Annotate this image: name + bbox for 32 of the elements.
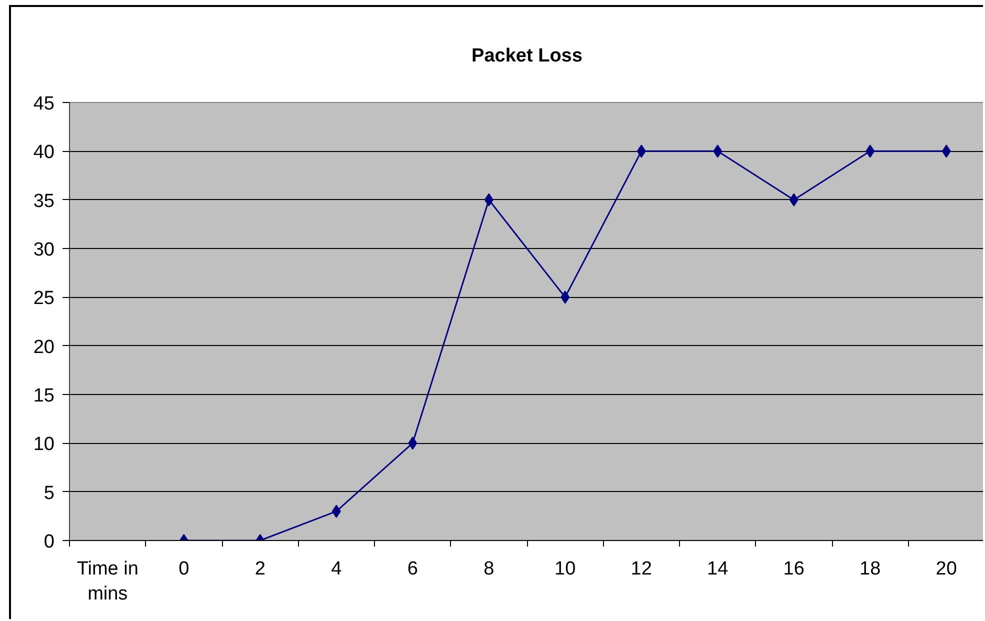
y-tick-label: 5	[44, 482, 55, 504]
point	[789, 193, 798, 206]
point	[484, 193, 494, 206]
y-tick-label: 30	[33, 240, 55, 260]
y-tick-label: 0	[44, 532, 55, 552]
point	[942, 144, 951, 158]
x-tick-label: 14	[707, 558, 729, 580]
y-tick-label: 10	[33, 434, 55, 456]
y-tick-label: 15	[33, 386, 55, 406]
y-tick-label: 25	[33, 288, 55, 310]
x-tick-label: 4	[331, 558, 342, 580]
x-tick-label: 16	[783, 558, 804, 580]
point	[713, 144, 722, 158]
y-tick-label: 45	[33, 94, 55, 114]
point	[332, 504, 341, 518]
x-tick-label: Time in mins	[76, 558, 138, 605]
x-tick-label: 20	[936, 558, 957, 580]
y-tick-label: 35	[33, 190, 55, 212]
x-tick-label: 0	[178, 558, 190, 580]
x-tick-label: 6	[407, 558, 418, 580]
point	[636, 144, 646, 158]
chart-title: Packet Loss	[472, 46, 582, 66]
x-tick-label: 2	[254, 558, 266, 580]
x-tick-label: 12	[630, 558, 652, 580]
point	[866, 144, 875, 158]
point	[560, 290, 570, 304]
x-tick-label: 10	[554, 558, 576, 580]
point	[408, 436, 418, 450]
x-tick-label: 18	[860, 558, 881, 580]
y-tick-label: 40	[33, 142, 55, 164]
y-tick-label: 20	[33, 336, 55, 358]
x-tick-label: 8	[484, 558, 494, 580]
